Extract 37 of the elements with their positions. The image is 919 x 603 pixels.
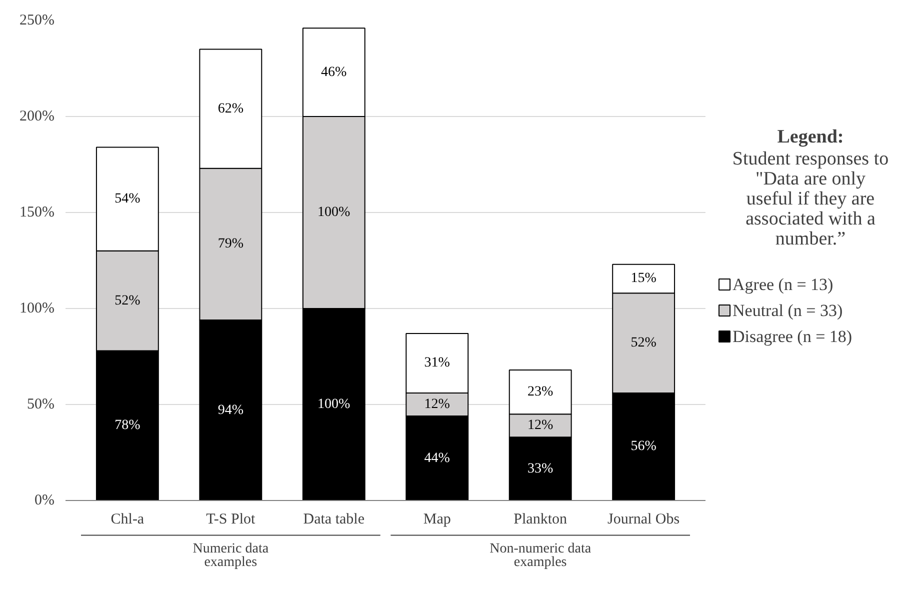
- data-label: 100%: [318, 205, 351, 220]
- text: Non-numeric data examples: [490, 541, 592, 570]
- x-tick-label: Chl-a: [110, 512, 144, 528]
- data-label: 56%: [630, 439, 657, 454]
- data-label: 100%: [318, 397, 351, 412]
- x-tick-label: Journal Obs: [608, 512, 680, 528]
- data-label: 23%: [528, 384, 554, 400]
- y-tick-label: 200%: [20, 108, 55, 124]
- x-tick-label: T-S Plot: [206, 512, 256, 528]
- y-tick-label: 250%: [20, 12, 55, 28]
- data-label: 52%: [114, 293, 141, 308]
- x-tick-label: Data table: [303, 512, 365, 528]
- data-label: 33%: [528, 461, 554, 476]
- y-tick-label: 50%: [27, 396, 55, 412]
- data-label: 54%: [114, 192, 141, 207]
- data-label: 52%: [630, 336, 657, 351]
- data-label: 78%: [114, 418, 141, 434]
- data-label: 79%: [218, 236, 244, 252]
- data-label: 62%: [218, 101, 244, 116]
- legend-label: Neutral (n = 33): [732, 301, 843, 320]
- legend-label: Agree (n = 13): [732, 275, 834, 294]
- x-tick-label: Plankton: [514, 512, 568, 528]
- data-label: 44%: [424, 450, 450, 466]
- legend-label: Disagree (n = 18): [732, 327, 852, 346]
- text: Numeric data examples: [192, 541, 270, 570]
- data-label: 31%: [424, 356, 450, 371]
- data-label: 12%: [528, 418, 554, 434]
- x-tick-label: Map: [423, 512, 451, 528]
- text: Student responses to "Data are only useful if they are associated with a number.”: [732, 148, 889, 250]
- y-tick-label: 100%: [20, 300, 55, 316]
- y-tick-label: 0%: [34, 492, 55, 508]
- data-label: 15%: [630, 271, 657, 286]
- data-label: 94%: [218, 402, 244, 418]
- legend-title: Legend:: [777, 126, 844, 148]
- data-label: 46%: [321, 64, 348, 80]
- data-label: 12%: [424, 397, 450, 412]
- y-tick-label: 150%: [20, 204, 55, 220]
